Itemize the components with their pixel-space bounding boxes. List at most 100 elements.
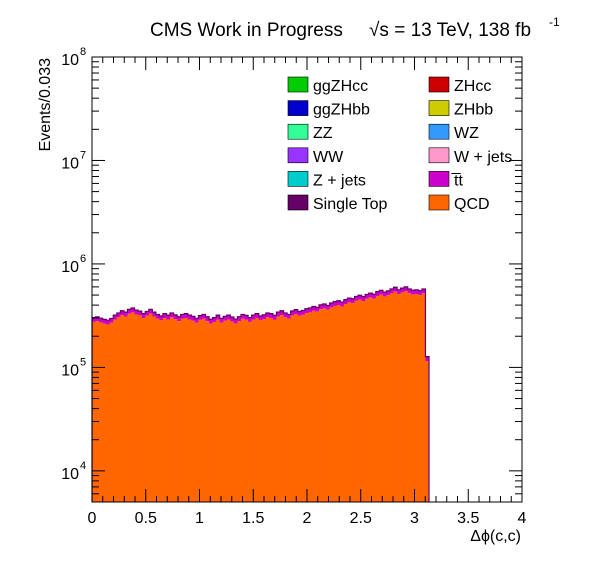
x-axis-label: Δϕ(c,c) bbox=[470, 528, 521, 545]
qcd-bar bbox=[258, 320, 263, 502]
histogram-bars bbox=[91, 286, 430, 502]
ttbar-bar bbox=[262, 314, 267, 320]
qcd-bar bbox=[248, 321, 252, 502]
qcd-bar bbox=[159, 320, 164, 502]
legend-label: ZHbb bbox=[454, 102, 493, 119]
svg-text:10: 10 bbox=[61, 362, 79, 379]
svg-text:10: 10 bbox=[61, 466, 79, 483]
legend-label: WW bbox=[313, 149, 344, 166]
svg-text:4: 4 bbox=[80, 460, 86, 472]
qcd-bar bbox=[127, 313, 132, 502]
ttbar-bar bbox=[180, 314, 185, 319]
ttbar-bar bbox=[294, 309, 299, 315]
ttbar-bar bbox=[411, 290, 416, 295]
ttbar-bar bbox=[382, 292, 387, 297]
legend-entry: t̅t bbox=[428, 171, 463, 189]
qcd-bar bbox=[138, 315, 142, 502]
legend-entry: ggZHbb bbox=[287, 100, 370, 119]
qcd-bar bbox=[262, 319, 267, 502]
qcd-bar bbox=[251, 319, 256, 502]
ttbar-bar bbox=[148, 309, 153, 314]
ttbar-bar bbox=[326, 305, 330, 310]
ttbar-bar bbox=[397, 289, 401, 295]
ttbar-bar bbox=[152, 312, 157, 317]
legend-label: ZZ bbox=[313, 125, 333, 142]
legend-entry: Single Top bbox=[287, 194, 388, 213]
qcd-bar bbox=[99, 322, 103, 502]
ttbar-bar bbox=[187, 315, 192, 320]
qcd-bar bbox=[393, 291, 398, 502]
y-tick-label: 10 6 bbox=[61, 253, 86, 276]
ttbar-bar bbox=[159, 315, 164, 321]
y-tick-label: 10 8 bbox=[61, 46, 86, 69]
legend-entry: WW bbox=[287, 147, 344, 166]
ttbar-bar bbox=[251, 315, 256, 320]
qcd-bar bbox=[322, 308, 327, 502]
ttbar-bar bbox=[372, 294, 377, 299]
svg-text:10: 10 bbox=[61, 52, 79, 69]
qcd-bar bbox=[120, 315, 125, 502]
ttbar-bar bbox=[177, 316, 181, 322]
qcd-bar bbox=[131, 312, 135, 502]
ttbar-bar bbox=[269, 313, 274, 319]
ttbar-bar bbox=[315, 307, 320, 312]
qcd-bar bbox=[102, 323, 107, 502]
qcd-bar bbox=[280, 315, 284, 502]
qcd-bar bbox=[148, 313, 153, 502]
ttbar-bar bbox=[350, 298, 355, 304]
qcd-bar bbox=[354, 300, 359, 502]
qcd-bar bbox=[372, 298, 377, 502]
ttbar-bar bbox=[201, 314, 206, 319]
qcd-bar bbox=[116, 317, 121, 502]
qcd-bar bbox=[272, 319, 277, 502]
qcd-bar bbox=[212, 321, 217, 502]
qcd-bar bbox=[134, 314, 139, 502]
legend-entry: ggZHcc bbox=[287, 76, 368, 95]
qcd-bar bbox=[201, 318, 206, 502]
qcd-bar bbox=[336, 305, 341, 502]
qcd-bar bbox=[233, 323, 238, 502]
qcd-bar bbox=[226, 319, 231, 502]
ttbar-bar bbox=[120, 310, 125, 316]
qcd-bar bbox=[386, 295, 391, 502]
legend-swatch bbox=[428, 100, 450, 116]
ttbar-bar bbox=[322, 303, 327, 309]
ttbar-bar bbox=[223, 316, 228, 321]
legend-label: ggZHbb bbox=[313, 102, 370, 119]
qcd-bar bbox=[308, 312, 313, 502]
ttbar-bar bbox=[333, 301, 338, 307]
ttbar-bar bbox=[127, 309, 132, 314]
qcd-bar bbox=[368, 297, 373, 502]
legend-label: ggZHcc bbox=[313, 78, 368, 95]
ttbar-bar bbox=[212, 317, 217, 322]
ttbar-bar bbox=[407, 288, 412, 294]
qcd-bar bbox=[365, 298, 370, 502]
x-tick-label: 0.5 bbox=[135, 510, 157, 527]
ttbar-bar bbox=[109, 318, 114, 323]
qcd-bar bbox=[145, 315, 150, 502]
qcd-bar bbox=[333, 306, 338, 502]
legend-swatch bbox=[428, 171, 450, 187]
ttbar-bar bbox=[116, 312, 121, 318]
ttbar-bar bbox=[319, 304, 323, 310]
ttbar-bar bbox=[194, 318, 199, 323]
qcd-bar bbox=[166, 319, 171, 502]
qcd-bar bbox=[155, 318, 160, 502]
ttbar-bar bbox=[162, 313, 167, 319]
ttbar-bar bbox=[191, 316, 196, 321]
x-tick-label: 3.5 bbox=[457, 510, 479, 527]
ttbar-bar bbox=[358, 295, 362, 300]
ttbar-bar bbox=[173, 314, 178, 320]
qcd-bar bbox=[382, 296, 387, 502]
x-tick-label: 3 bbox=[410, 510, 419, 527]
qcd-bar bbox=[209, 323, 213, 502]
ttbar-bar bbox=[365, 294, 370, 299]
ttbar-bar bbox=[301, 310, 306, 315]
legend: ggZHcc ZHcc ggZHbb ZHbb ZZ WZ WW W + jets Z + je… bbox=[287, 76, 512, 213]
qcd-bar bbox=[297, 315, 302, 502]
qcd-bar bbox=[418, 295, 423, 502]
legend-label: ZHcc bbox=[454, 78, 491, 95]
ttbar-bar bbox=[308, 307, 313, 313]
y-tick-label: 10 5 bbox=[61, 356, 86, 379]
qcd-bar bbox=[170, 317, 174, 502]
